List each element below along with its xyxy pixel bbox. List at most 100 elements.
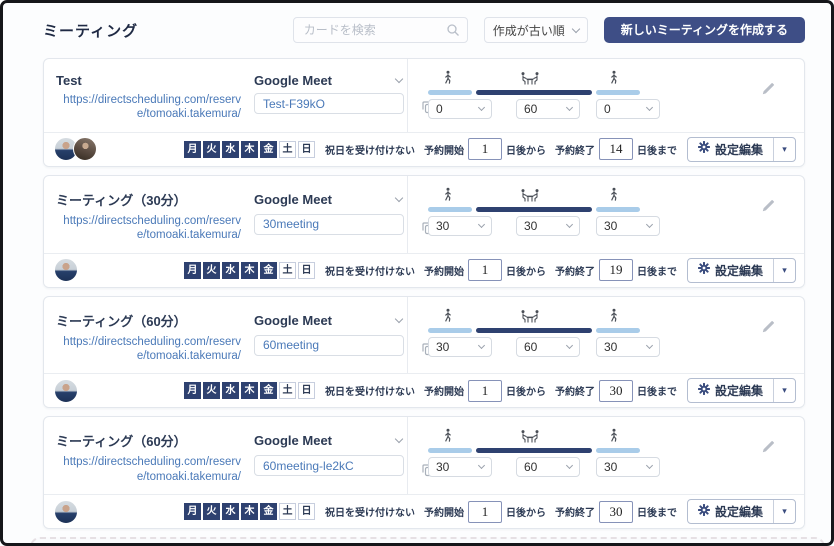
weekday-cell[interactable]: 水 xyxy=(221,382,239,400)
weekday-cell[interactable]: 日 xyxy=(297,261,315,279)
edit-title-button[interactable] xyxy=(761,198,776,213)
weekday-cell[interactable]: 火 xyxy=(202,261,220,279)
weekday-cell[interactable]: 金 xyxy=(259,503,277,520)
settings-label: 設定編集 xyxy=(714,263,763,278)
booking-end-input[interactable] xyxy=(598,500,633,523)
booking-end-input[interactable] xyxy=(598,138,633,161)
duration-bar xyxy=(476,327,592,333)
holiday-label: 祝日を受け付けない xyxy=(324,387,415,399)
weekday-row: 月火水木金土日 xyxy=(183,140,315,158)
caret-down-icon[interactable]: ▾ xyxy=(773,258,795,282)
meeting-url-link[interactable]: https://directscheduling.com/reserve/tom… xyxy=(63,335,241,362)
weekday-cell[interactable]: 土 xyxy=(278,261,296,279)
search-input[interactable] xyxy=(292,17,468,43)
duration-select[interactable]: 30 xyxy=(516,215,580,236)
weekday-cell[interactable]: 月 xyxy=(183,382,201,400)
buffer-before-bar xyxy=(428,206,472,212)
settings-edit-button[interactable]: 設定編集 ▾ xyxy=(686,257,796,283)
weekday-cell[interactable]: 金 xyxy=(259,382,277,400)
create-meeting-button[interactable]: 新しいミーティングを作成する xyxy=(603,17,805,43)
duration-select[interactable]: 60 xyxy=(516,457,580,478)
weekday-cell[interactable]: 火 xyxy=(202,382,220,400)
caret-down-icon[interactable]: ▾ xyxy=(773,379,795,403)
buffer-before-select[interactable]: 0 xyxy=(428,99,492,119)
settings-edit-button[interactable]: 設定編集 ▾ xyxy=(686,136,796,162)
settings-edit-main[interactable]: 設定編集 xyxy=(688,379,773,402)
chevron-down-icon xyxy=(565,103,574,112)
weekday-cell[interactable]: 土 xyxy=(278,382,296,400)
weekday-cell[interactable]: 木 xyxy=(240,503,258,520)
weekday-cell[interactable]: 月 xyxy=(183,140,201,158)
meeting-url-link[interactable]: https://directscheduling.com/reserve/tom… xyxy=(63,214,241,242)
weekday-cell[interactable]: 土 xyxy=(278,140,296,158)
buffer-after-value: 30 xyxy=(604,460,618,475)
duration-bar xyxy=(476,448,592,454)
slug-input[interactable] xyxy=(254,455,404,477)
weekday-cell[interactable]: 日 xyxy=(297,382,315,400)
edit-title-button[interactable] xyxy=(761,439,776,454)
booking-end-input[interactable] xyxy=(598,259,633,281)
days-after-from-label: 日後から xyxy=(505,145,546,157)
avatar-group xyxy=(54,137,97,162)
buffer-before-select[interactable]: 30 xyxy=(428,215,492,236)
meeting-url-link[interactable]: https://directscheduling.com/reserve/tom… xyxy=(63,456,241,483)
edit-title-button[interactable] xyxy=(761,81,776,96)
buffer-before-bar xyxy=(428,327,472,333)
weekday-cell[interactable]: 水 xyxy=(221,140,239,158)
booking-end-input[interactable] xyxy=(598,379,633,402)
slug-input[interactable] xyxy=(254,213,404,235)
buffer-before-select[interactable]: 30 xyxy=(428,457,492,478)
booking-start-input[interactable] xyxy=(467,138,502,161)
chevron-down-icon xyxy=(477,220,486,228)
settings-edit-main[interactable]: 設定編集 xyxy=(688,138,773,161)
duration-bar xyxy=(476,90,592,95)
weekday-cell[interactable]: 日 xyxy=(297,503,315,520)
provider-select[interactable]: Google Meet xyxy=(254,429,404,450)
days-after-until-label: 日後まで xyxy=(636,508,677,519)
buffer-duration-sliders: 30 60 30 xyxy=(428,308,660,358)
slug-input[interactable] xyxy=(254,93,404,114)
weekday-cell[interactable]: 木 xyxy=(240,382,258,400)
weekday-cell[interactable]: 水 xyxy=(221,503,239,520)
booking-start-input[interactable] xyxy=(467,259,502,281)
weekday-cell[interactable]: 月 xyxy=(183,503,201,520)
edit-title-button[interactable] xyxy=(761,319,776,334)
meeting-url-link[interactable]: https://directscheduling.com/reserve/tom… xyxy=(63,94,241,121)
weekday-cell[interactable]: 火 xyxy=(202,503,220,520)
sort-select[interactable]: 作成が古い順 xyxy=(483,17,588,43)
meeting-people-icon xyxy=(518,309,542,325)
caret-down-icon[interactable]: ▾ xyxy=(773,500,795,523)
provider-select[interactable]: Google Meet xyxy=(254,309,404,330)
caret-down-icon[interactable]: ▾ xyxy=(773,137,795,161)
provider-select[interactable]: Google Meet xyxy=(254,71,404,88)
buffer-after-select[interactable]: 30 xyxy=(596,336,660,357)
buffer-before-select[interactable]: 30 xyxy=(428,336,492,357)
weekday-cell[interactable]: 木 xyxy=(240,140,258,158)
avatar xyxy=(73,137,97,162)
weekday-cell[interactable]: 金 xyxy=(259,261,277,279)
duration-select[interactable]: 60 xyxy=(516,99,580,119)
buffer-after-select[interactable]: 0 xyxy=(596,99,660,119)
settings-edit-main[interactable]: 設定編集 xyxy=(688,259,773,282)
weekday-cell[interactable]: 月 xyxy=(183,261,201,279)
buffer-after-select[interactable]: 30 xyxy=(596,215,660,236)
weekday-cell[interactable]: 日 xyxy=(297,140,315,158)
buffer-before-bar xyxy=(428,448,472,454)
slug-input[interactable] xyxy=(254,334,404,356)
weekday-cell[interactable]: 金 xyxy=(259,140,277,158)
duration-select[interactable]: 60 xyxy=(516,336,580,357)
weekday-cell[interactable]: 火 xyxy=(202,140,220,158)
provider-select[interactable]: Google Meet xyxy=(254,188,404,209)
booking-start-input[interactable] xyxy=(467,500,502,523)
card-top-section: ミーティング（30分） Google Meet https://directsc… xyxy=(44,175,804,253)
booking-start-input[interactable] xyxy=(467,379,502,402)
weekday-cell[interactable]: 土 xyxy=(278,503,296,520)
weekday-cell[interactable]: 水 xyxy=(221,261,239,279)
card-timing-pane: 0 60 0 xyxy=(408,59,804,132)
weekday-cell[interactable]: 木 xyxy=(240,261,258,279)
buffer-after-select[interactable]: 30 xyxy=(596,457,660,478)
settings-edit-main[interactable]: 設定編集 xyxy=(688,500,773,523)
avatar xyxy=(54,499,78,524)
settings-edit-button[interactable]: 設定編集 ▾ xyxy=(686,499,796,524)
settings-edit-button[interactable]: 設定編集 ▾ xyxy=(686,378,796,404)
